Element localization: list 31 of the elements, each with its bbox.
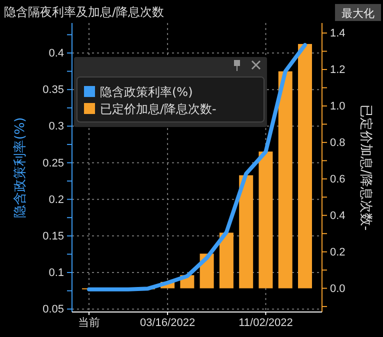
- y-tick-label: 0.35: [42, 84, 64, 96]
- legend-label: 已定价加息/降息次数-: [100, 102, 216, 116]
- bar: [239, 175, 254, 288]
- y-tick-label: 0.25: [42, 157, 64, 170]
- line-series: [87, 42, 307, 292]
- y-axis-title: 隐含政策利率(%): [12, 117, 28, 218]
- y2-tick-label: 0.8: [330, 136, 346, 149]
- y2-tick-label: 0.6: [330, 173, 346, 186]
- x-tick-label: 03/16/2022: [140, 316, 196, 329]
- text: 最大化: [342, 7, 374, 20]
- y2-tick-label: 0.2: [330, 246, 346, 258]
- y2-tick-label: 0.0: [330, 282, 346, 295]
- x-tick-label: 当前: [78, 316, 100, 329]
- y-tick-label: 0.1: [48, 267, 64, 280]
- bar: [219, 232, 234, 288]
- y-tick-label: 0.15: [42, 230, 64, 242]
- legend-label: 隐含政策利率(%): [100, 85, 193, 99]
- y-tick-label: 0.05: [42, 304, 64, 316]
- y2-tick-label: 1.4: [330, 28, 346, 40]
- y2-tick-label: 1.2: [330, 64, 346, 76]
- y2-tick-label: 1.0: [330, 100, 346, 112]
- y-tick-label: 0.4: [48, 48, 64, 60]
- y2-axis-title: 已定价加息/降息次数-: [358, 104, 373, 231]
- y2-tick-label: 0.4: [330, 210, 346, 222]
- y-tick-label: 0.3: [48, 120, 64, 133]
- y-tick-label: 0.2: [48, 194, 64, 206]
- bar: [298, 44, 312, 288]
- x-tick-label: 11/02/2022: [238, 316, 293, 329]
- bar: [278, 71, 292, 288]
- chart-title: 隐含隔夜利率及加息/降息次数: [4, 5, 164, 19]
- bar: [258, 152, 273, 288]
